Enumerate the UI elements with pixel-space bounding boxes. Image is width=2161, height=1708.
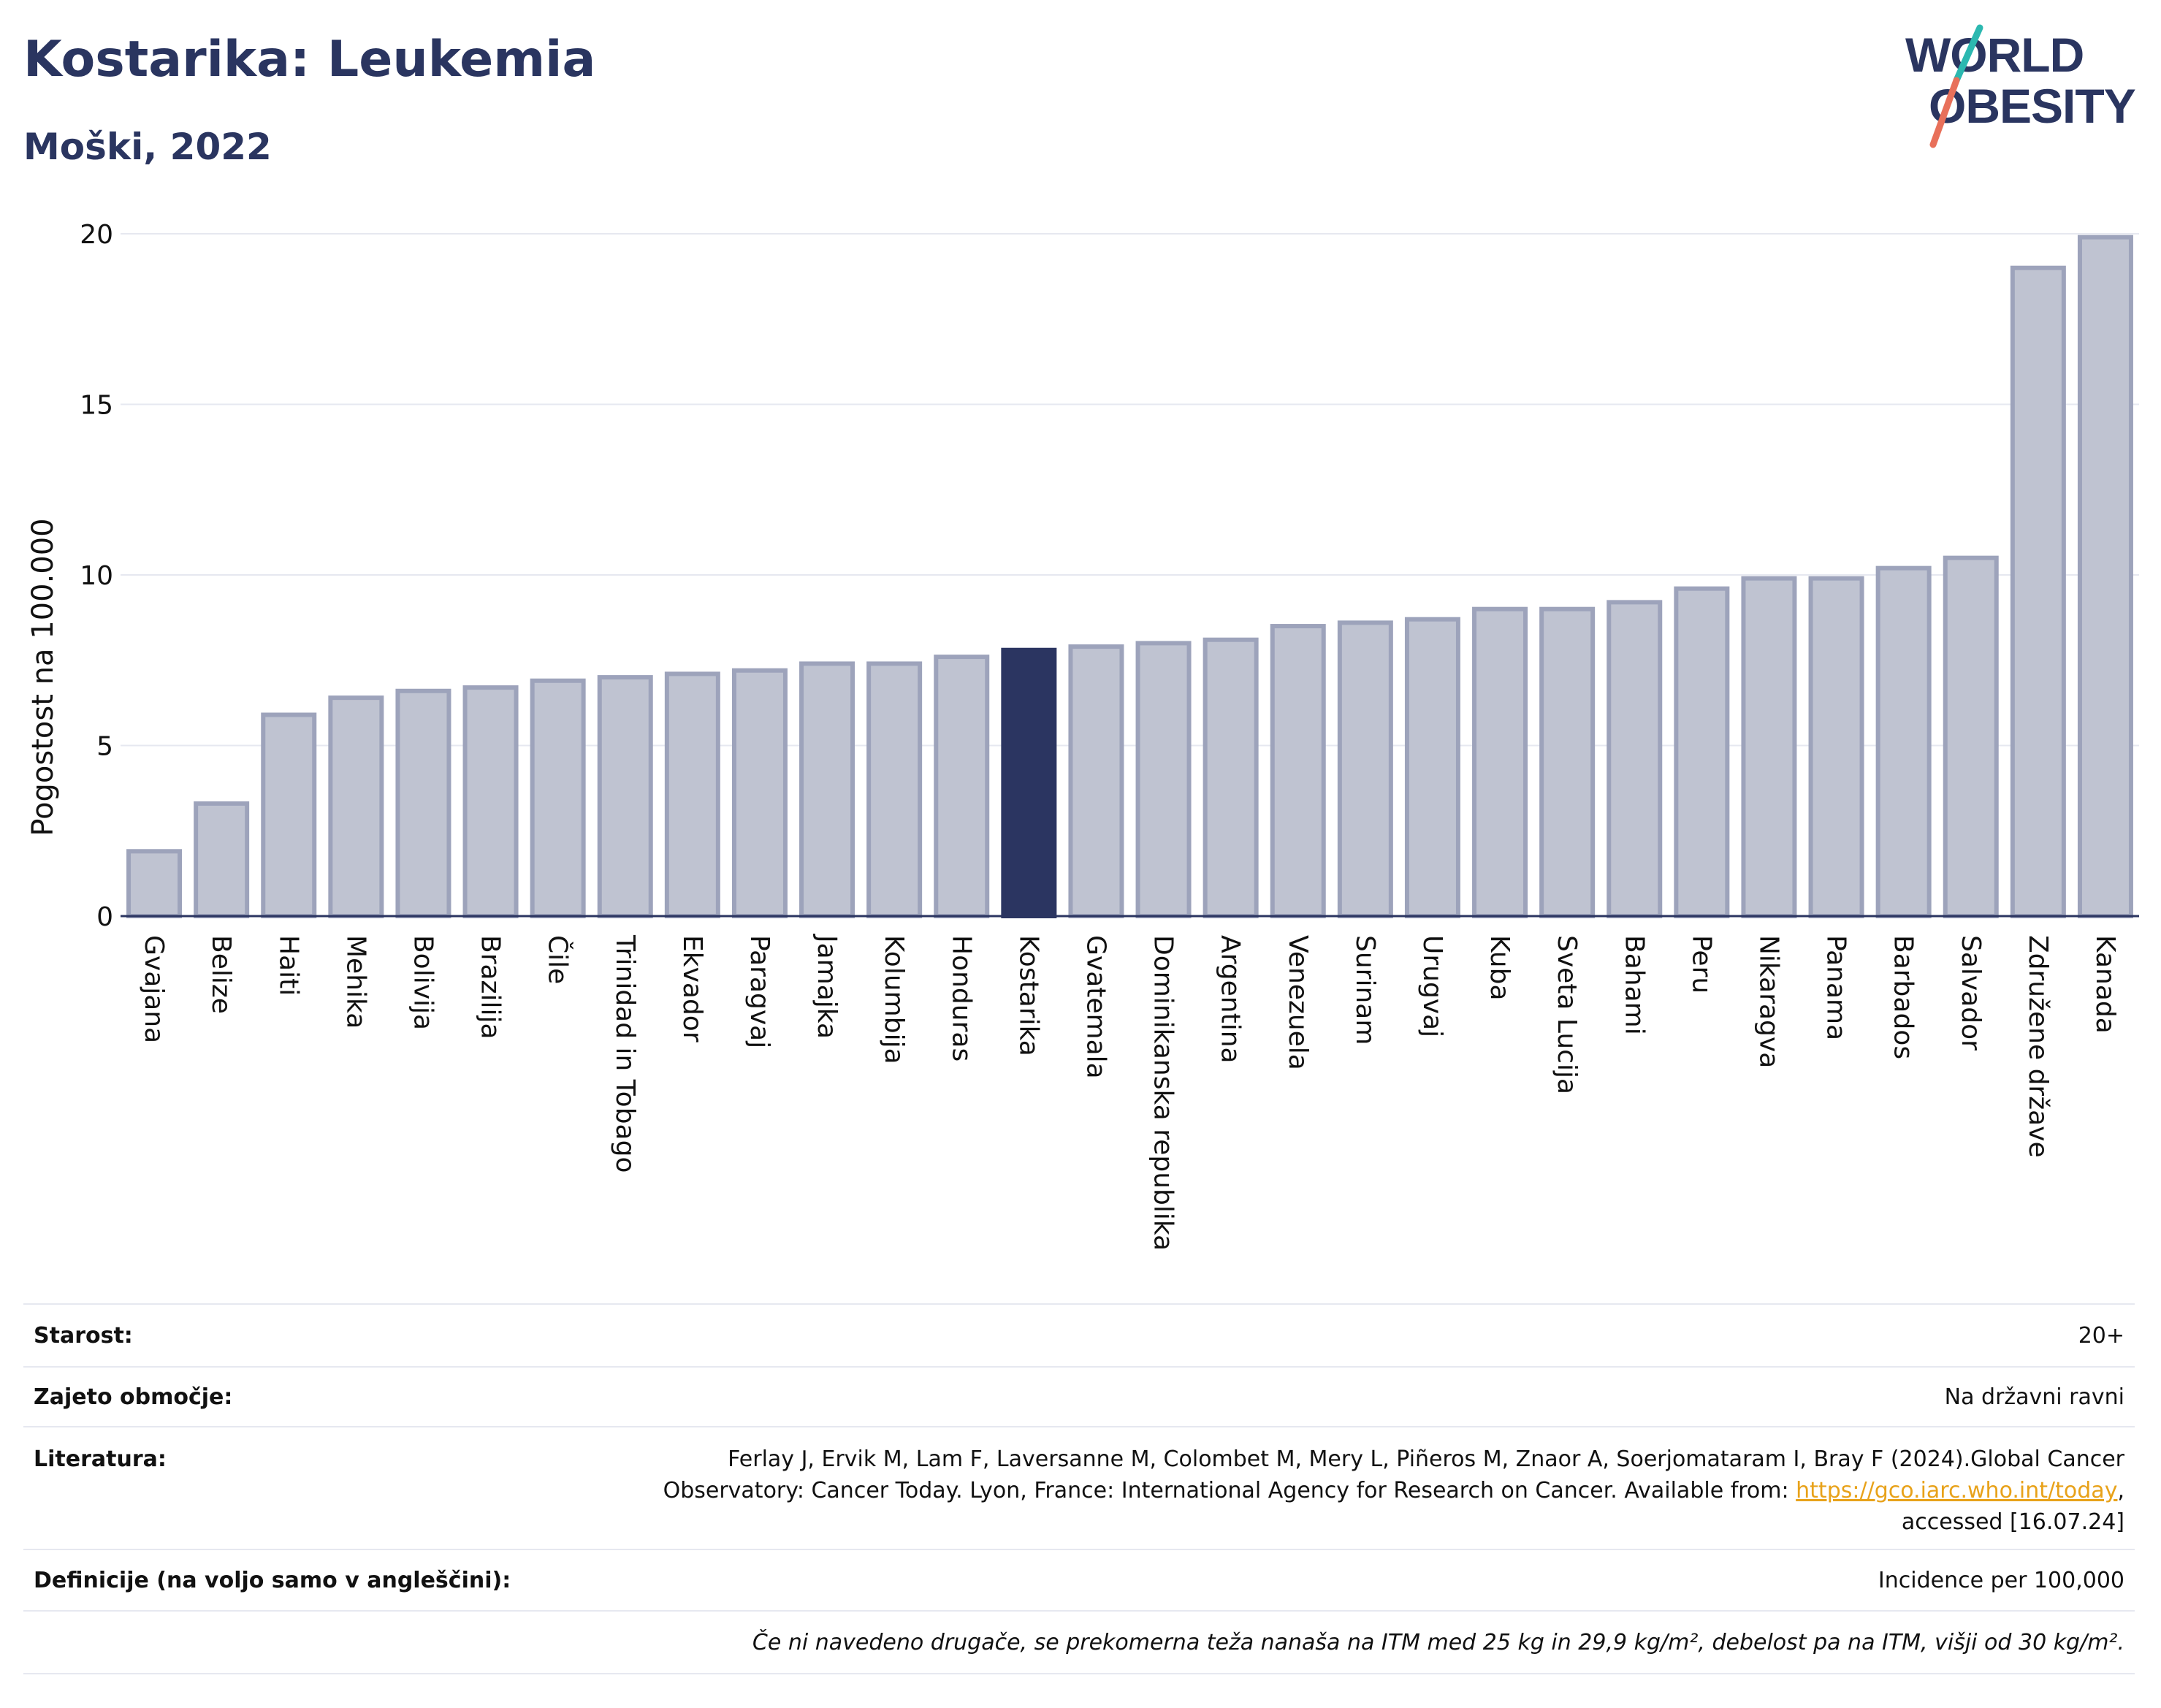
literature-link[interactable]: https://gco.iarc.who.int/today [1796,1478,2118,1503]
y-tick-label: 10 [80,561,113,591]
bar [731,668,788,918]
x-tick-label: Trinidad in Tobago [610,934,640,1173]
x-tick-label: Bahami [1619,935,1649,1035]
x-tick-label: Honduras [946,935,976,1061]
page-title: Kostarika: Leukemia [23,31,596,88]
literature-text-2: Observatory: Cancer Today. Lyon, France:… [663,1478,1796,1503]
definitions-value: Incidence per 100,000 [1878,1567,2124,1593]
bar [934,655,990,919]
y-tick-label: 20 [80,220,113,250]
x-tick-label: Nikaragva [1753,935,1783,1068]
coverage-value: Na državni ravni [1944,1384,2124,1410]
bar [1741,576,1797,918]
x-tick-label: Gvajana [139,935,169,1043]
y-axis-label: Pogostost na 100.000 [26,518,60,836]
age-label: Starost: [34,1322,133,1349]
x-tick-label: Mehika [340,935,370,1029]
bar [126,849,183,919]
y-tick-labels: 0 5 10 15 20 [80,220,113,932]
x-tick-label: Barbados [1889,935,1918,1059]
x-tick-label: Salvador [1956,935,1986,1051]
bar [1068,644,1124,918]
y-tick-label: 15 [80,391,113,421]
literature-label: Literatura: [34,1446,167,1472]
world-obesity-logo: WORLD OBESITY [1905,24,2136,148]
bar [1943,555,1999,919]
bar [1674,586,1730,918]
coverage-label: Zajeto območje: [34,1384,233,1410]
x-tick-label: Haiti [273,935,303,996]
logo-line2: OBESITY [1929,79,2135,133]
y-tick-label: 5 [96,732,113,762]
bar [664,671,720,918]
bar [328,695,384,918]
x-tick-label: Sveta Lucija [1552,935,1582,1094]
x-tick-label: Bolivija [408,935,438,1030]
x-tick-label: Dominikanska republika [1148,935,1178,1251]
x-tick-label: Združene države [2023,935,2053,1158]
y-tick-label: 0 [96,902,113,932]
bar [2010,265,2066,918]
x-tick-label: Paragvaj [744,935,774,1048]
info-row-literature: Literatura: Ferlay J, Ervik M, Lam F, La… [23,1426,2135,1549]
bar [1875,565,1932,918]
x-tick-label: Kanada [2090,935,2120,1034]
bar [2077,235,2133,919]
bar [866,661,923,918]
x-tick-label: Venezuela [1283,935,1313,1070]
x-tick-label: Kostarika [1013,935,1043,1056]
x-tick-label: Argentina [1216,935,1246,1064]
bar [261,712,317,918]
info-row-definitions: Definicije (na voljo samo v angleščini):… [23,1549,2135,1610]
bar [1539,606,1596,918]
bar [597,675,653,918]
x-tick-label: Surinam [1350,935,1380,1045]
x-tick-label: Kuba [1485,935,1514,1001]
page-subtitle: Moški, 2022 [23,126,272,168]
x-tick-label: Belize [206,935,236,1014]
bar [194,801,250,919]
info-row-note: Če ni navedeno drugače, se prekomerna te… [23,1610,2135,1674]
literature-text-1: Ferlay J, Ervik M, Lam F, Laversanne M, … [728,1446,2124,1472]
logo-line1: WORLD [1905,28,2084,82]
bar [1808,576,1864,918]
bar-highlighted [1001,647,1057,918]
x-tick-label: Urugvaj [1417,935,1447,1037]
x-tick-label: Jamajka [812,934,842,1039]
x-tick-label: Peru [1686,935,1716,994]
info-table: Starost: 20+ Zajeto območje: Na državni … [23,1303,2135,1674]
x-tick-label: Čile [543,935,573,984]
bar [1404,617,1460,919]
bar [1203,637,1259,918]
x-tick-label: Brazilija [476,935,506,1040]
bar [395,688,451,919]
grid-lines [121,233,2139,747]
x-tick-label: Kolumbija [879,935,909,1064]
bar [462,685,519,918]
bars [126,235,2133,919]
bar [1607,600,1663,918]
x-tick-labels: Gvajana Belize Haiti Mehika Bolivija Brazilij… [139,934,2120,1251]
definitions-label: Definicije (na voljo samo v angleščini): [34,1567,511,1593]
info-row-age: Starost: 20+ [23,1303,2135,1366]
bar [1270,624,1326,918]
literature-value: Ferlay J, Ervik M, Lam F, Laversanne M, … [663,1427,2135,1538]
x-tick-label: Ekvador [677,935,707,1042]
bar [1135,641,1192,919]
bar-chart: 0 5 10 15 20 Gvajana Belize Haiti Mehika Bolivij… [26,220,2139,1251]
x-tick-label: Gvatemala [1080,935,1110,1079]
info-row-coverage: Zajeto območje: Na državni ravni [23,1366,2135,1426]
bar [530,678,586,919]
literature-text-4: accessed [16.07.24] [1901,1509,2124,1535]
bar [1337,620,1393,918]
x-tick-label: Panama [1821,935,1851,1040]
bar [799,661,855,918]
literature-text-3: , [2117,1478,2124,1503]
bar [1472,606,1528,918]
age-value: 20+ [2078,1322,2124,1349]
note-text: Če ni navedeno drugače, se prekomerna te… [752,1629,2124,1655]
